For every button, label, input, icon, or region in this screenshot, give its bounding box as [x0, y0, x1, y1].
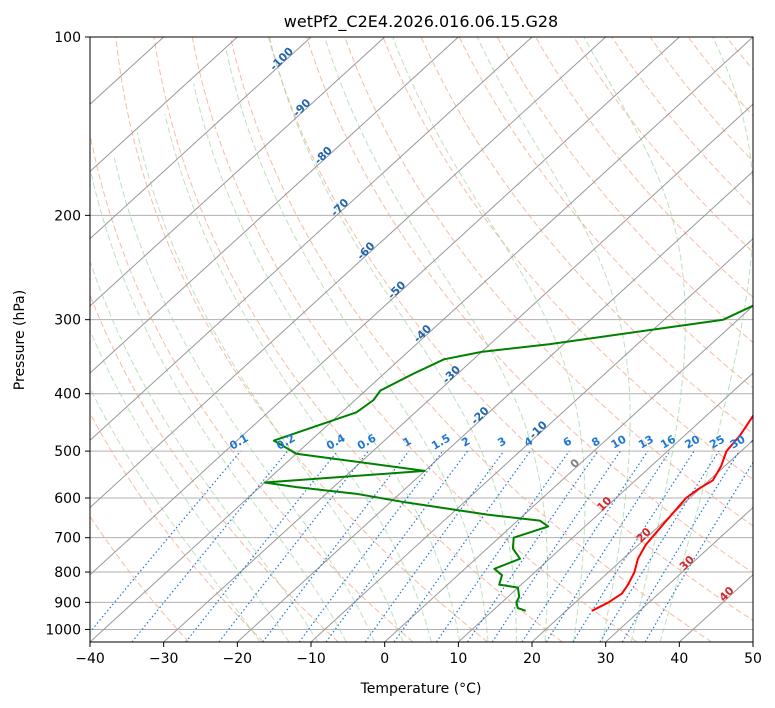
y-tick-label: 200: [54, 208, 81, 224]
y-tick-label: 600: [54, 491, 81, 507]
isotherm: [90, 37, 386, 307]
y-tick-label: 1000: [45, 622, 81, 638]
axes: −40 −30 −20 −10 0 10 20 30 40 50 100 200 300 400 500 60…: [45, 30, 762, 667]
x-tick-label: −40: [75, 651, 105, 667]
x-tick-label: 30: [597, 651, 615, 667]
x-tick-label: −30: [149, 651, 179, 667]
dewpoint-profile: [263, 304, 753, 612]
x-tick-label: 20: [523, 651, 541, 667]
y-tick-label: 800: [54, 565, 81, 581]
mixing-ratio-line: [131, 450, 289, 642]
x-tick-label: −10: [296, 651, 326, 667]
moist-adiabat: [90, 259, 319, 642]
isotherm: [236, 170, 753, 642]
mixing-ratio-line: [521, 450, 649, 642]
dry-adiabat: [191, 37, 638, 642]
mixing-ratio-line: [262, 450, 410, 642]
mixing-ratio-line: [491, 450, 621, 642]
dry-adiabat: [496, 37, 753, 344]
moist-adiabat: [136, 132, 404, 642]
isotherm: [163, 103, 753, 642]
y-tick-label: 300: [54, 313, 81, 329]
mixing-ratio-line: [466, 450, 599, 642]
dry-adiabat: [458, 37, 753, 389]
y-axis-label: Pressure (hPa): [12, 290, 28, 390]
isotherm: [90, 37, 753, 642]
mixing-ratio-line: [185, 450, 339, 642]
moist-adiabat: [392, 37, 586, 642]
mixing-ratio-line: [545, 450, 671, 642]
dry-adiabat: [153, 37, 563, 642]
isotherm: [384, 305, 753, 642]
x-tick-label: 0: [380, 651, 389, 667]
moist-adiabat: [268, 37, 517, 642]
y-tick-label: 900: [54, 595, 81, 611]
isotherm: [531, 439, 753, 642]
dry-adiabat: [306, 37, 753, 574]
moist-adiabat: [476, 37, 631, 642]
x-tick-label: −20: [223, 651, 253, 667]
moist-adiabat: [659, 37, 753, 642]
isotherm: [605, 506, 753, 642]
mixing-ratio-label: 36: [748, 432, 768, 451]
y-tick-label: 700: [54, 531, 81, 547]
isotherm: [90, 37, 238, 173]
moist-adiabat: [583, 37, 686, 642]
moist-adiabat: [90, 173, 347, 642]
x-tick-label: 40: [670, 651, 688, 667]
mixing-ratio-line: [325, 450, 468, 642]
moist-adiabat: [90, 328, 290, 642]
dry-adiabat: [90, 515, 190, 642]
mixing-ratio-line: [298, 450, 444, 642]
temperature-profile: [591, 414, 753, 612]
x-tick-label: 10: [449, 651, 467, 667]
chart-title: wetPf2_C2E4.2026.016.06.15.G28: [284, 12, 558, 32]
isotherm: [90, 37, 312, 240]
isotherm: [90, 37, 459, 374]
mixing-ratio-line: [572, 450, 695, 642]
moist-adiabat: [90, 387, 261, 642]
x-tick-label: 50: [744, 651, 762, 667]
plot-frame: [89, 36, 754, 643]
y-tick-label: 500: [54, 444, 81, 460]
y-tick-label: 100: [54, 30, 81, 46]
mixing-ratio-line: [621, 450, 740, 642]
dry-adiabat: [90, 293, 339, 642]
dry-adiabat: [268, 37, 753, 622]
mixing-ratio-line: [364, 450, 505, 642]
isotherm: [90, 37, 680, 576]
moist-adiabat: [324, 37, 549, 642]
moist-adiabat: [113, 157, 376, 642]
isotherm: [310, 237, 753, 642]
moist-adiabat: [225, 49, 489, 642]
dry-adiabat: [90, 412, 264, 642]
y-tick-label: 400: [54, 387, 81, 403]
mixing-ratio-line: [90, 450, 242, 633]
mixing-ratio-line: [393, 450, 531, 642]
moist-adiabat: [193, 83, 461, 642]
plot-area: [90, 37, 753, 642]
dry-adiabat: [535, 37, 753, 298]
dry-adiabat: [115, 37, 488, 642]
mixing-ratio-line: [435, 450, 570, 642]
isotherm: [457, 372, 753, 642]
isotherm: [90, 37, 533, 442]
isotherm: [90, 37, 607, 509]
x-axis-label: Temperature (°C): [360, 681, 482, 697]
